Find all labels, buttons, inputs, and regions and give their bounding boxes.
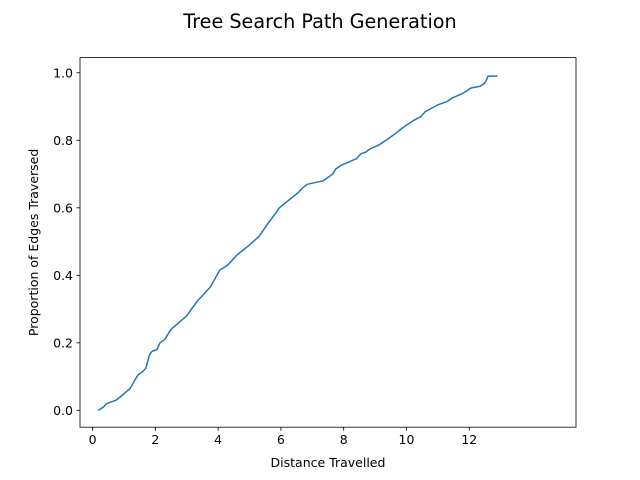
x-tick-label: 8 [340, 432, 348, 447]
y-tick-label: 0.0 [53, 403, 73, 418]
x-tick-label: 0 [89, 432, 97, 447]
y-axis-ticks: 0.0 0.2 0.4 0.6 0.8 1.0 [53, 65, 80, 418]
y-tick-label: 0.2 [53, 335, 73, 350]
y-tick-label: 0.6 [53, 200, 73, 215]
x-axis-ticks: 0 2 4 6 8 10 12 [89, 427, 477, 447]
x-axis-label: Distance Travelled [271, 455, 386, 470]
x-tick-label: 4 [214, 432, 222, 447]
y-tick-label: 0.4 [53, 268, 73, 283]
plot-area [97, 75, 498, 411]
chart-title: Tree Search Path Generation [182, 10, 456, 33]
x-tick-label: 10 [399, 432, 415, 447]
plot-frame [79, 57, 577, 428]
x-tick-label: 6 [277, 432, 285, 447]
x-tick-label: 12 [461, 432, 477, 447]
y-tick-label: 1.0 [53, 65, 73, 80]
y-tick-label: 0.8 [53, 133, 73, 148]
series-line [97, 75, 498, 411]
x-tick-label: 2 [151, 432, 159, 447]
y-axis-label: Proportion of Edges Traversed [26, 149, 41, 336]
